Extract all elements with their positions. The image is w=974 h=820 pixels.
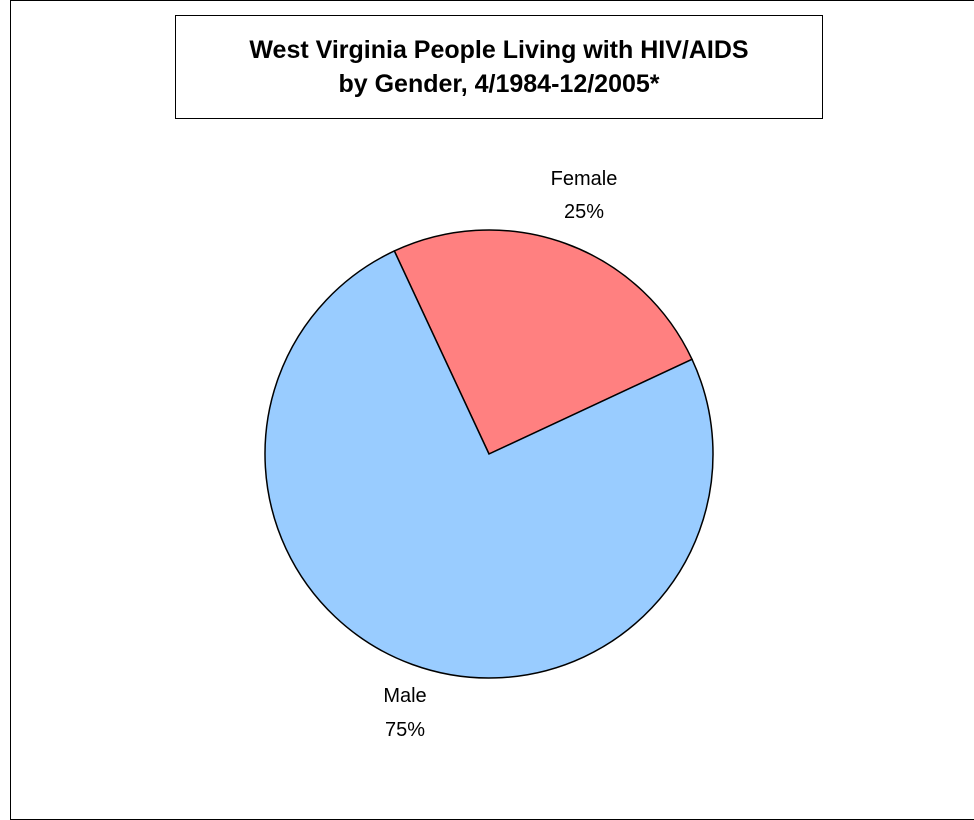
slice-value-label-male: 75% xyxy=(385,719,425,741)
slice-label-female: Female xyxy=(551,168,618,190)
pie-slice-female xyxy=(393,229,694,455)
pie-slice-male xyxy=(264,249,714,679)
pie-chart: Female 25% Male 75% xyxy=(264,168,714,741)
chart-title: West Virginia People Living with HIV/AID… xyxy=(249,36,749,64)
slice-label-male: Male xyxy=(383,685,426,707)
slice-value-label-female: 25% xyxy=(564,201,604,223)
chart-title-box: West Virginia People Living with HIV/AID… xyxy=(175,15,823,119)
chart-subtitle: by Gender, 4/1984-12/2005* xyxy=(338,70,660,98)
